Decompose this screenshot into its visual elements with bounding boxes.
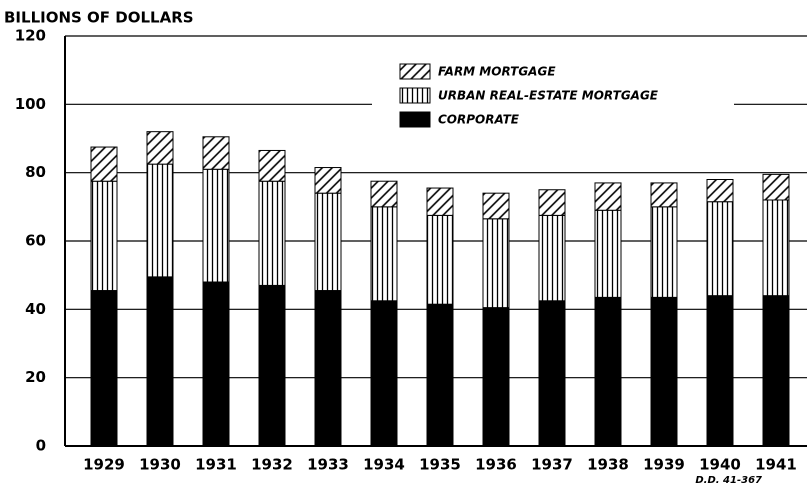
x-tick-label: 1936	[475, 456, 517, 474]
bar-segment	[370, 300, 398, 447]
bar-segment	[202, 281, 230, 447]
legend-label: CORPORATE	[438, 113, 520, 127]
bar-segment	[90, 180, 118, 292]
x-tick-label: 1934	[363, 456, 405, 474]
bar-segment	[202, 168, 230, 283]
bar-segment	[370, 206, 398, 302]
bar-segment	[90, 290, 118, 447]
bar-segment	[426, 214, 454, 305]
bar-segment	[202, 136, 230, 170]
bar-segment	[706, 201, 734, 297]
bar-segment	[426, 187, 454, 216]
y-tick-label: 120	[15, 27, 46, 45]
bar-segment	[90, 146, 118, 182]
x-tick-label: 1939	[643, 456, 685, 474]
bar-segment	[706, 295, 734, 447]
bar-segment	[258, 284, 286, 447]
legend-swatch	[399, 87, 431, 104]
y-tick-label: 80	[25, 163, 46, 181]
bar-segment	[650, 182, 678, 208]
bar-segment	[762, 173, 790, 201]
bar-segment	[314, 290, 342, 447]
bar-segment	[762, 199, 790, 297]
bar-segment	[706, 179, 734, 203]
y-tick-label: 60	[25, 232, 46, 250]
bar-segment	[482, 218, 510, 309]
x-tick-label: 1931	[195, 456, 237, 474]
bar-segment	[482, 192, 510, 220]
annotation: D.D. 41-367	[695, 475, 762, 486]
legend-label: FARM MORTGAGE	[438, 65, 556, 79]
bar-segment	[146, 131, 174, 165]
bar-segment	[594, 209, 622, 298]
legend-swatch	[399, 111, 431, 128]
bar-segment	[650, 206, 678, 298]
x-tick-label: 1938	[587, 456, 629, 474]
x-tick-label: 1933	[307, 456, 349, 474]
bar-segment	[426, 303, 454, 447]
x-tick-label: 1940	[699, 456, 741, 474]
x-tick-label: 1937	[531, 456, 573, 474]
y-tick-label: 40	[25, 300, 46, 318]
bar-segment	[482, 307, 510, 447]
y-tick-label: 20	[25, 368, 46, 386]
bar-segment	[538, 189, 566, 216]
bar-segment	[762, 295, 790, 447]
x-tick-label: 1932	[251, 456, 293, 474]
bar-segment	[538, 300, 566, 447]
y-tick-label: 0	[36, 437, 46, 455]
legend-swatch	[399, 63, 431, 80]
bar-segment	[314, 192, 342, 292]
bar-segment	[258, 149, 286, 182]
bar-segment	[650, 296, 678, 447]
bar-segment	[258, 180, 286, 286]
bar-segment	[370, 180, 398, 208]
x-tick-label: 1935	[419, 456, 461, 474]
bar-segment	[146, 276, 174, 447]
bar-segment	[146, 163, 174, 278]
bar-segment	[594, 182, 622, 211]
y-tick-label: 100	[15, 95, 46, 113]
x-tick-label: 1929	[83, 456, 125, 474]
x-tick-label: 1930	[139, 456, 181, 474]
bar-segment	[594, 296, 622, 447]
bar-segment	[314, 167, 342, 194]
bar-segment	[538, 214, 566, 302]
legend-background	[372, 58, 734, 132]
legend-label: URBAN REAL-ESTATE MORTGAGE	[438, 89, 659, 103]
x-tick-label: 1941	[755, 456, 797, 474]
chart-title: BILLIONS OF DOLLARS	[4, 9, 194, 27]
